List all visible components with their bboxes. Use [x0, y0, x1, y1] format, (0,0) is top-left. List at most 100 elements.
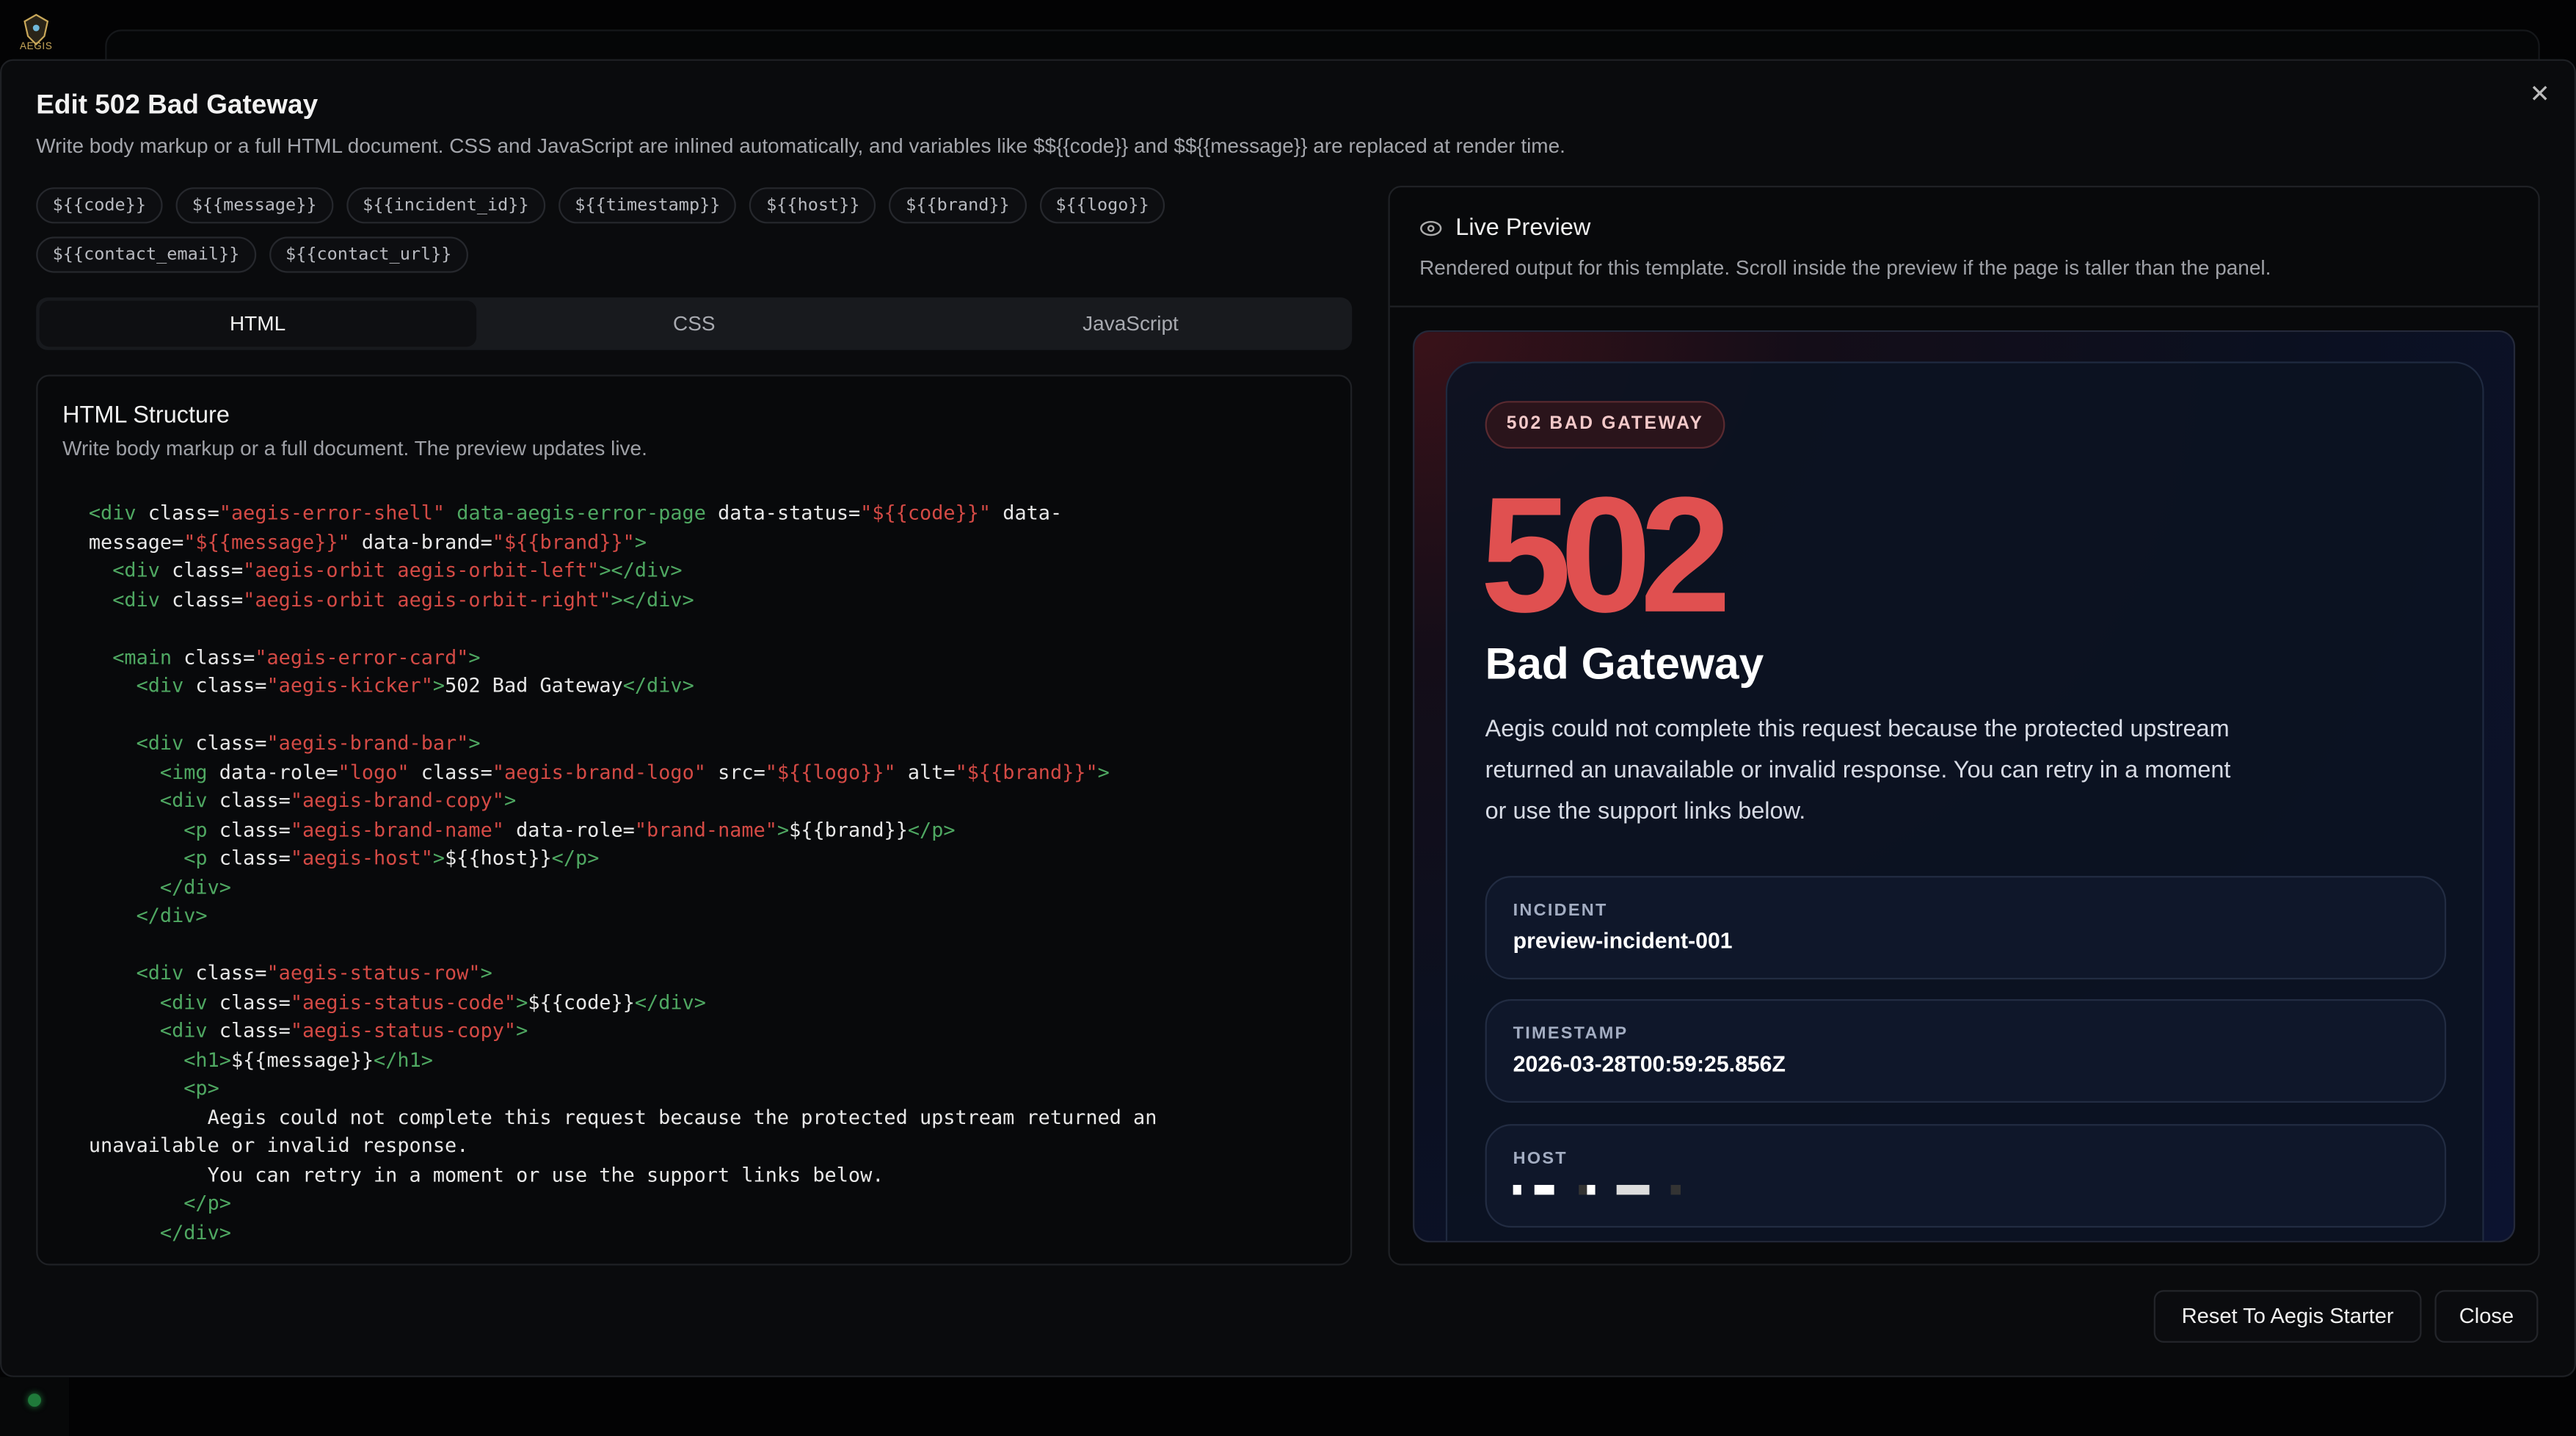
- shield-logo-icon: [23, 13, 49, 46]
- code-token: </h1>: [374, 1048, 433, 1071]
- code-token: class=: [207, 1018, 291, 1042]
- code-token: "aegis-status-code": [290, 990, 517, 1014]
- variable-chip[interactable]: ${{code}}: [36, 187, 163, 224]
- code-token: class=: [409, 760, 492, 783]
- tab-css[interactable]: CSS: [673, 312, 716, 336]
- code-line: <p class="aegis-host">${{host}}</p>: [89, 845, 1157, 874]
- error-card: 502 BAD GATEWAY 502 Bad Gateway Aegis co…: [1445, 361, 2484, 1241]
- code-token: "brand-name": [634, 817, 777, 841]
- code-token: </div>: [88, 1220, 231, 1244]
- code-token: <p: [88, 817, 208, 841]
- redacted-host-value: [1513, 1184, 1681, 1195]
- code-token: >: [432, 846, 445, 870]
- code-token: "aegis-status-copy": [290, 1018, 517, 1042]
- eye-icon: [1420, 220, 1442, 236]
- variable-chip[interactable]: ${{message}}: [175, 187, 333, 224]
- code-line: unavailable or invalid response.: [89, 1132, 1157, 1161]
- variable-chip[interactable]: ${{host}}: [749, 187, 876, 224]
- code-token: "aegis-error-shell": [219, 501, 445, 525]
- variable-chip[interactable]: ${{timestamp}}: [558, 187, 737, 224]
- status-code: 502: [1480, 463, 1731, 648]
- code-token: >: [503, 788, 517, 812]
- code-token: class=: [207, 990, 291, 1014]
- code-token: <p: [88, 846, 208, 870]
- code-token: class=: [207, 817, 291, 841]
- code-token: >: [480, 961, 492, 984]
- error-heading: Bad Gateway: [1485, 639, 1764, 689]
- code-token: "aegis-kicker": [266, 673, 433, 697]
- code-token: <div: [88, 788, 208, 812]
- code-token: <div: [88, 1018, 208, 1042]
- code-line: ​: [89, 701, 1157, 730]
- preview-subtitle: Rendered output for this template. Scrol…: [1419, 256, 2271, 280]
- tab-html[interactable]: HTML: [39, 300, 476, 347]
- code-token: "${{code}}": [860, 501, 992, 525]
- variable-chip[interactable]: ${{contact_url}}: [269, 236, 468, 273]
- close-button[interactable]: Close: [2434, 1290, 2539, 1343]
- code-line: message="${{message}}" data-brand="${{br…: [89, 529, 1157, 557]
- code-token: "aegis-brand-name": [290, 817, 504, 841]
- code-line: <div class="aegis-orbit aegis-orbit-left…: [89, 557, 1157, 586]
- code-line: </p>: [89, 1190, 1157, 1219]
- code-token: "${{logo}}": [765, 760, 896, 783]
- code-token: alt=: [895, 760, 956, 783]
- code-token: data-brand=: [349, 529, 492, 554]
- reset-to-starter-button[interactable]: Reset To Aegis Starter: [2153, 1290, 2422, 1343]
- code-token: <p>: [88, 1076, 219, 1100]
- preview-title: Live Preview: [1455, 215, 1591, 242]
- variable-chip[interactable]: ${{incident_id}}: [346, 187, 546, 224]
- status-indicator: [28, 1393, 41, 1407]
- aegis-logo: AEGIS: [10, 8, 62, 57]
- tab-javascript[interactable]: JavaScript: [1083, 312, 1179, 336]
- code-token: <div: [88, 731, 184, 755]
- code-line: <main class="aegis-error-card">: [89, 643, 1157, 672]
- code-token: You can retry in a moment or use the sup…: [88, 1162, 884, 1186]
- preview-frame[interactable]: 502 BAD GATEWAY 502 Bad Gateway Aegis co…: [1413, 330, 2516, 1243]
- field-value: 2026-03-28T00:59:25.856Z: [1513, 1051, 1786, 1077]
- code-line: Aegis could not complete this request be…: [89, 1103, 1157, 1132]
- error-message: Aegis could not complete this request be…: [1485, 716, 2231, 825]
- code-token: message=: [88, 529, 184, 554]
- code-token: class=: [136, 501, 219, 525]
- code-token: data-role=: [207, 760, 338, 783]
- kicker-badge: 502 BAD GATEWAY: [1485, 401, 1725, 449]
- code-token: Aegis could not complete this request be…: [88, 1105, 1157, 1128]
- variable-chip[interactable]: ${{logo}}: [1038, 187, 1166, 224]
- code-token: data-aegis-error-page: [445, 501, 706, 525]
- field-label: INCIDENT: [1513, 900, 1608, 921]
- code-token: "aegis-error-card": [255, 645, 469, 668]
- editor-title: HTML Structure: [62, 402, 230, 429]
- code-token: <div: [88, 990, 208, 1014]
- code-token: >: [432, 673, 445, 697]
- variable-chip[interactable]: ${{contact_email}}: [36, 236, 256, 273]
- code-token: >: [1097, 760, 1110, 783]
- code-token: ${{code}}: [528, 990, 635, 1014]
- code-token: "aegis-status-row": [266, 961, 481, 984]
- close-icon[interactable]: ✕: [2529, 80, 2550, 109]
- code-line: ​: [89, 931, 1157, 960]
- code-token: "aegis-brand-copy": [290, 788, 504, 812]
- dialog-subtitle: Write body markup or a full HTML documen…: [36, 134, 1565, 158]
- code-token: class=: [183, 961, 267, 984]
- variable-chips: ${{code}} ${{message}} ${{incident_id}} ${{…: [36, 187, 1219, 273]
- code-token: 502 Bad Gateway: [445, 673, 623, 697]
- code-line: <div class="aegis-error-shell" data-aegi…: [89, 500, 1157, 529]
- code-token: "${{brand}}": [492, 529, 635, 554]
- preview-header: Live Preview Rendered output for this te…: [1389, 187, 2539, 308]
- code-editor[interactable]: <div class="aegis-error-shell" data-aegi…: [89, 500, 1157, 1248]
- field-value: preview-incident-001: [1513, 928, 1733, 954]
- code-token: >: [468, 645, 481, 668]
- code-token: "aegis-host": [290, 846, 433, 870]
- code-token: class=: [207, 788, 291, 812]
- code-token: ></div>: [599, 559, 683, 582]
- code-line: You can retry in a moment or use the sup…: [89, 1161, 1157, 1190]
- code-token: class=: [159, 587, 244, 611]
- code-token: "${{brand}}": [955, 760, 1098, 783]
- code-token: class=: [159, 559, 244, 582]
- variable-chip[interactable]: ${{brand}}: [889, 187, 1027, 224]
- code-token: <div: [88, 587, 160, 611]
- code-token: "logo": [338, 760, 410, 783]
- dialog-title: Edit 502 Bad Gateway: [36, 90, 319, 120]
- code-line: <div class="aegis-status-row">: [89, 960, 1157, 988]
